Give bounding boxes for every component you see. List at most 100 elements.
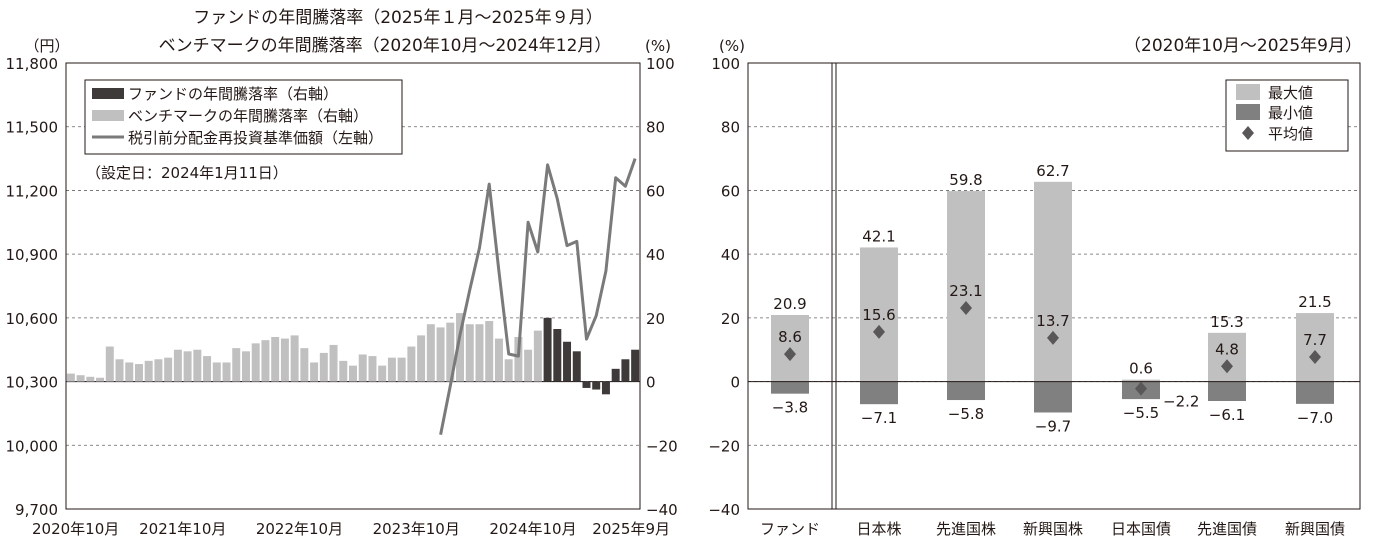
category-label: 新興国債 [1285, 520, 1345, 538]
benchmark-bar [164, 357, 173, 382]
max-bar [1208, 332, 1246, 382]
avg-value-label: 7.7 [1303, 331, 1327, 349]
legend-max-swatch [1236, 84, 1260, 100]
left-y-tick-label: 11,200 [6, 182, 59, 200]
left-x-tick-label: 2022年10月 [256, 520, 343, 538]
category-label: 新興国株 [1023, 520, 1083, 538]
min-value-label: −5.5 [1123, 404, 1159, 422]
benchmark-bar [251, 343, 260, 382]
fund-bar [631, 349, 640, 382]
fund-bar [582, 381, 591, 388]
max-bar [1296, 313, 1334, 382]
max-value-label: 42.1 [862, 227, 895, 245]
right-y-tick-labels: 100 80 60 40 20 0 −20 −40 [708, 55, 740, 519]
legend-avg-diamond-icon [1242, 126, 1254, 140]
benchmark-bar [134, 364, 143, 382]
min-bar [1034, 381, 1072, 413]
avg-marker [1135, 381, 1147, 396]
min-value-label: −7.1 [861, 409, 897, 427]
benchmark-bar [76, 375, 85, 382]
min-value-label: −6.1 [1209, 406, 1245, 424]
legend-min-swatch [1236, 104, 1260, 120]
legend-max-label: 最大値 [1268, 84, 1313, 102]
category-label: ファンド [760, 520, 820, 538]
benchmark-bar [66, 373, 75, 382]
left-y2-tick-label: 80 [646, 119, 665, 137]
min-bar [1296, 381, 1334, 404]
left-y2-unit: (%) [645, 37, 671, 55]
fund-bar [601, 381, 610, 395]
benchmark-bar [358, 354, 367, 382]
max-value-label: 62.7 [1036, 162, 1069, 180]
benchmark-bar [232, 348, 241, 382]
min-value-label: −3.8 [772, 399, 808, 417]
fund-bar [563, 341, 572, 382]
benchmark-bar [485, 321, 494, 382]
max-value-label: 59.8 [949, 171, 982, 189]
benchmark-bar [183, 351, 192, 382]
left-y2-tick-label: 40 [646, 246, 665, 264]
left-y-tick-label: 10,000 [6, 437, 59, 455]
left-x-tick-label: 2023年10月 [373, 520, 460, 538]
benchmark-bar [300, 348, 309, 382]
benchmark-bar [310, 362, 319, 382]
nav-line [439, 158, 637, 435]
left-nav-line-group [439, 158, 637, 435]
benchmark-bar [407, 346, 416, 382]
fund-bar [553, 329, 562, 382]
category-label: 日本国債 [1111, 520, 1171, 538]
avg-value-label: −2.2 [1163, 393, 1199, 411]
max-bar [1034, 181, 1072, 382]
benchmark-bar [86, 376, 95, 382]
avg-value-label: 15.6 [862, 306, 895, 324]
left-y2-tick-label: −20 [646, 437, 678, 455]
max-bar [947, 191, 985, 382]
left-x-tick-label: 2024年10月 [489, 520, 576, 538]
left-legend-box [84, 79, 403, 155]
benchmark-bar [417, 335, 426, 382]
min-bar [771, 381, 809, 394]
left-x-tick-label: 2021年10月 [139, 520, 226, 538]
right-y-tick-label: 0 [730, 374, 740, 392]
right-y-tick-label: 80 [721, 119, 740, 137]
left-y-tick-label: 10,900 [6, 246, 59, 264]
left-x-tick-label: 2025年9月 [592, 520, 670, 538]
left-y-tick-label: 11,500 [6, 119, 59, 137]
left-chart-note: （設定日：2024年1月11日） [86, 164, 288, 182]
avg-marker [960, 300, 972, 315]
category-label: 日本株 [856, 520, 901, 538]
max-value-label: 15.3 [1210, 313, 1243, 331]
left-chart-title: ファンドの年間騰落率（2025年１月～2025年９月） [193, 8, 603, 28]
avg-value-label: 13.7 [1036, 312, 1069, 330]
left-x-tick-label: 2020年10月 [32, 520, 119, 538]
left-legend: ファンドの年間騰落率（右軸） ベンチマークの年間騰落率（右軸） 税引前分配金再投… [84, 79, 403, 155]
min-value-label: −5.8 [948, 405, 984, 423]
left-y-tick-label: 9,700 [15, 501, 58, 519]
benchmark-bar [280, 338, 289, 382]
left-y2-tick-label: 0 [646, 374, 656, 392]
benchmark-bar [173, 349, 182, 382]
benchmark-bar [115, 359, 124, 382]
legend-min-label: 最小値 [1268, 104, 1313, 122]
benchmark-bar [203, 356, 212, 382]
right-y-tick-label: 40 [721, 246, 740, 264]
benchmark-bar [319, 352, 328, 382]
right-chart-title: （2020年10月～2025年9月） [1124, 36, 1362, 56]
benchmark-bar [349, 365, 357, 382]
left-plot-frame [65, 62, 641, 510]
benchmark-bar [96, 377, 105, 382]
min-value-label: −7.0 [1297, 409, 1333, 427]
left-y2-tick-label: 60 [646, 182, 665, 200]
benchmark-bar [533, 330, 542, 382]
benchmark-bar [368, 356, 377, 382]
benchmark-bar [339, 360, 348, 382]
legend-nav-label: 税引前分配金再投資基準価額（左軸） [128, 129, 383, 147]
fund-bar [592, 381, 601, 390]
fund-bar [611, 368, 620, 382]
right-chart: (%) （2020年10月～2025年9月） 20.9 −3.8 8.6 42.1 −7… [708, 36, 1362, 538]
right-y-tick-label: 100 [711, 55, 740, 73]
legend-fund-swatch [92, 88, 124, 99]
left-chart-subtitle: ベンチマークの年間騰落率（2020年10月～2024年12月） [159, 36, 612, 56]
benchmark-bar [329, 344, 338, 382]
